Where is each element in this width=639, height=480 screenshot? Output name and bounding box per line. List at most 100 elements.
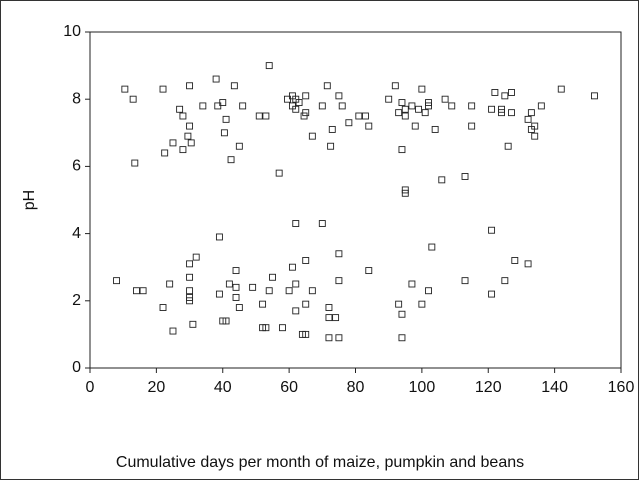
x-tick-label: 60 bbox=[280, 379, 298, 396]
point bbox=[524, 115, 532, 123]
point bbox=[131, 159, 139, 167]
y-tick-label: 8 bbox=[72, 90, 81, 107]
point bbox=[527, 109, 535, 117]
point bbox=[448, 102, 456, 110]
point bbox=[488, 226, 496, 234]
point bbox=[302, 109, 310, 117]
point bbox=[401, 112, 409, 120]
point bbox=[262, 324, 270, 332]
point bbox=[398, 146, 406, 154]
point bbox=[345, 119, 353, 127]
point bbox=[531, 122, 539, 130]
point bbox=[421, 109, 429, 117]
point bbox=[308, 287, 316, 295]
y-tick-label: 10 bbox=[63, 23, 81, 40]
point bbox=[428, 243, 436, 251]
point bbox=[385, 95, 393, 103]
point bbox=[355, 112, 363, 120]
point bbox=[537, 102, 545, 110]
x-tick-label: 80 bbox=[347, 379, 365, 396]
point bbox=[215, 290, 223, 298]
point bbox=[249, 283, 257, 291]
point bbox=[222, 115, 230, 123]
point bbox=[235, 142, 243, 150]
point bbox=[302, 330, 310, 338]
x-tick-label: 20 bbox=[147, 379, 165, 396]
point bbox=[335, 92, 343, 100]
point bbox=[504, 142, 512, 150]
point bbox=[113, 277, 121, 285]
x-tick-label: 140 bbox=[541, 379, 568, 396]
point bbox=[391, 82, 399, 90]
point bbox=[395, 109, 403, 117]
point bbox=[262, 112, 270, 120]
point bbox=[468, 122, 476, 130]
point bbox=[395, 300, 403, 308]
point bbox=[186, 82, 194, 90]
point bbox=[215, 233, 223, 241]
point bbox=[235, 304, 243, 311]
point bbox=[232, 283, 240, 291]
point bbox=[501, 277, 509, 285]
point bbox=[179, 112, 187, 120]
x-tick-label: 40 bbox=[214, 379, 232, 396]
point bbox=[159, 304, 167, 311]
point bbox=[531, 132, 539, 140]
y-tick-label: 6 bbox=[72, 158, 81, 175]
point bbox=[232, 267, 240, 275]
point bbox=[121, 85, 129, 93]
point bbox=[189, 320, 197, 328]
point bbox=[557, 85, 565, 93]
point bbox=[184, 132, 192, 140]
point bbox=[365, 267, 373, 275]
point bbox=[398, 334, 406, 342]
point bbox=[225, 280, 233, 288]
point bbox=[335, 250, 343, 258]
point bbox=[186, 122, 194, 130]
point bbox=[338, 102, 346, 110]
point bbox=[192, 253, 200, 261]
point bbox=[591, 92, 598, 100]
point bbox=[501, 92, 509, 100]
point bbox=[219, 99, 227, 107]
point bbox=[275, 169, 283, 177]
point bbox=[139, 287, 147, 295]
point bbox=[166, 280, 174, 288]
point bbox=[220, 129, 228, 137]
point bbox=[488, 105, 496, 113]
point bbox=[468, 102, 476, 110]
point bbox=[279, 324, 286, 332]
point bbox=[292, 220, 300, 227]
point bbox=[169, 139, 177, 147]
point bbox=[365, 122, 373, 130]
point bbox=[161, 149, 169, 157]
point bbox=[308, 132, 316, 140]
point bbox=[265, 62, 273, 70]
point bbox=[408, 280, 416, 288]
point bbox=[230, 82, 238, 90]
x-tick-label: 100 bbox=[409, 379, 436, 396]
point bbox=[508, 89, 515, 96]
point bbox=[491, 89, 499, 96]
point bbox=[328, 125, 336, 133]
point bbox=[425, 99, 432, 107]
point bbox=[169, 327, 177, 335]
point bbox=[362, 112, 369, 120]
point bbox=[488, 290, 496, 298]
y-axis-label: pH bbox=[21, 190, 38, 210]
point bbox=[255, 112, 263, 120]
point bbox=[418, 85, 426, 93]
point bbox=[186, 287, 194, 295]
point bbox=[318, 102, 326, 110]
point bbox=[239, 102, 247, 110]
point bbox=[441, 95, 449, 103]
point bbox=[227, 156, 235, 164]
point bbox=[179, 146, 187, 154]
point bbox=[302, 92, 310, 100]
y-tick-label: 0 bbox=[72, 359, 81, 376]
point bbox=[325, 314, 333, 322]
point bbox=[232, 293, 240, 301]
